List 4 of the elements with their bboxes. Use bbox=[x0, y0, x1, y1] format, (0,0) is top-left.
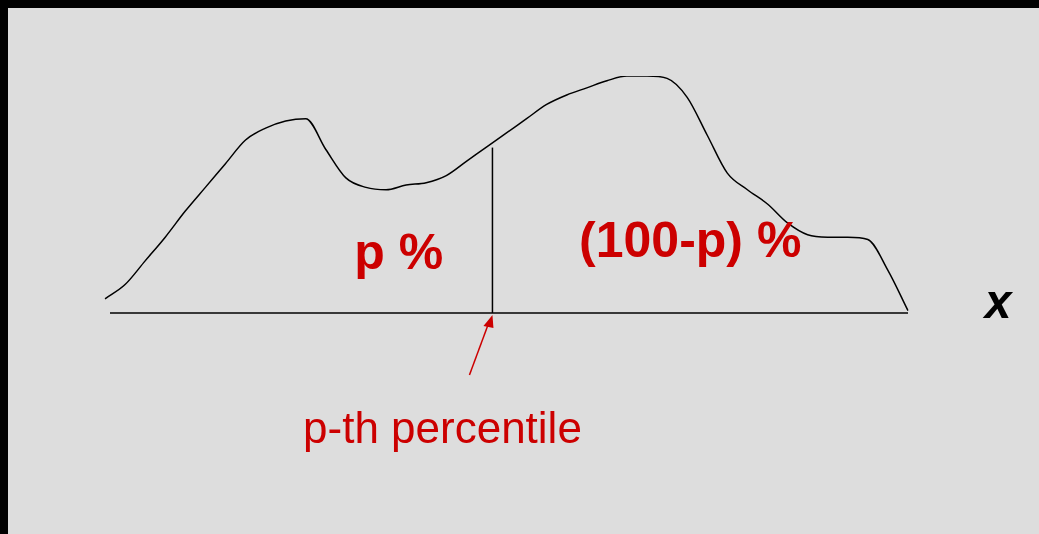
text: p-th percentile bbox=[303, 403, 582, 453]
x-axis-title: x bbox=[981, 275, 1014, 329]
annotation: (100-p) % bbox=[579, 211, 802, 268]
annotation: p % bbox=[354, 223, 444, 280]
